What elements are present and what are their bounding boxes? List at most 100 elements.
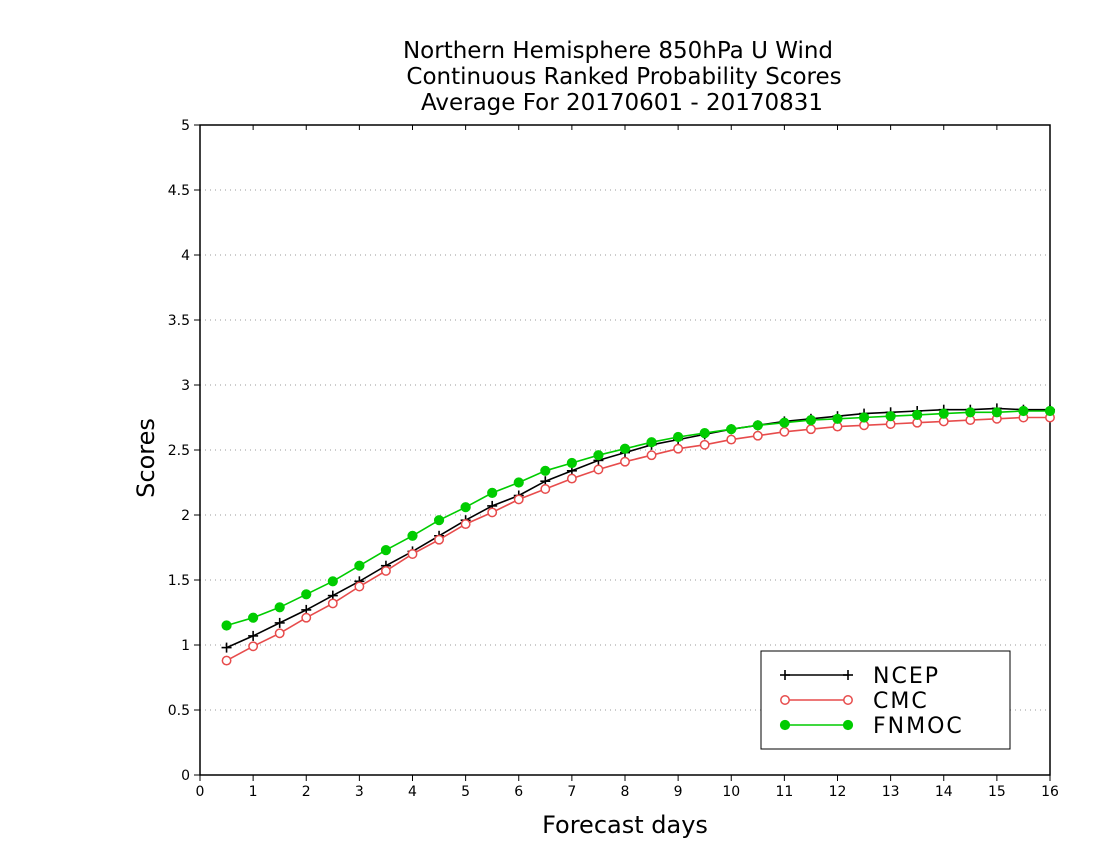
legend-entry-cmc: CMC bbox=[780, 689, 929, 714]
x-tick-label: 10 bbox=[722, 784, 740, 800]
chart-title: Northern Hemisphere 850hPa U Wind Contin… bbox=[403, 38, 842, 116]
data-point bbox=[726, 424, 737, 435]
data-point bbox=[1044, 405, 1056, 417]
x-tick-label: 1 bbox=[249, 784, 258, 800]
series-line bbox=[226, 407, 1050, 649]
data-point bbox=[699, 439, 710, 450]
data-point bbox=[752, 430, 763, 441]
data-point bbox=[380, 565, 391, 576]
data-point bbox=[354, 581, 365, 592]
data-point bbox=[673, 443, 684, 454]
data-point bbox=[513, 494, 524, 505]
data-point bbox=[912, 409, 923, 420]
y-tick-label: 3.5 bbox=[168, 313, 190, 329]
y-tick-label: 4 bbox=[181, 248, 190, 264]
data-point bbox=[460, 519, 471, 530]
data-point bbox=[540, 465, 551, 476]
data-point bbox=[221, 655, 232, 666]
legend-entry-ncep: NCEP bbox=[780, 664, 940, 689]
legend-label: CMC bbox=[873, 689, 929, 714]
data-point bbox=[301, 589, 312, 600]
title-line-1: Northern Hemisphere 850hPa U Wind bbox=[403, 38, 833, 64]
data-point bbox=[407, 530, 418, 541]
x-tick-label: 3 bbox=[355, 784, 364, 800]
x-tick-label: 0 bbox=[196, 784, 205, 800]
data-point bbox=[646, 437, 657, 448]
data-point bbox=[805, 424, 816, 435]
x-tick-label: 8 bbox=[621, 784, 630, 800]
data-point bbox=[566, 473, 577, 484]
data-point bbox=[842, 719, 854, 731]
x-tick-label: 4 bbox=[408, 784, 417, 800]
data-point bbox=[593, 450, 604, 461]
data-point bbox=[221, 620, 232, 631]
y-axis-label: Scores bbox=[132, 418, 160, 498]
x-tick-label: 14 bbox=[935, 784, 953, 800]
data-point bbox=[327, 576, 338, 587]
data-point bbox=[752, 420, 763, 431]
data-point bbox=[327, 598, 338, 609]
y-axis: 0 0.5 1 1.5 2 2.5 3 3.5 4 4.5 5 bbox=[168, 118, 200, 784]
data-point bbox=[620, 456, 630, 467]
y-tick-label: 2.5 bbox=[168, 443, 190, 459]
x-tick-label: 13 bbox=[882, 784, 900, 800]
y-tick-label: 5 bbox=[181, 118, 190, 134]
data-point bbox=[248, 612, 259, 623]
y-tick-label: 4.5 bbox=[168, 183, 190, 199]
series-line bbox=[226, 416, 1050, 662]
data-point bbox=[673, 431, 684, 443]
x-tick-label: 2 bbox=[302, 784, 311, 800]
legend-entry-fnmoc: FNMOC bbox=[779, 714, 964, 739]
data-point bbox=[593, 464, 604, 475]
data-point bbox=[885, 411, 896, 422]
x-axis-label: Forecast days bbox=[542, 811, 708, 839]
y-tick-label: 0 bbox=[181, 768, 190, 784]
x-tick-label: 9 bbox=[674, 784, 683, 800]
data-point bbox=[1018, 405, 1029, 417]
data-point bbox=[779, 426, 790, 437]
data-point bbox=[487, 507, 498, 518]
data-point bbox=[780, 695, 790, 705]
x-tick-label: 16 bbox=[1041, 784, 1059, 800]
data-point bbox=[779, 417, 790, 428]
data-point bbox=[433, 515, 445, 526]
series-ncep bbox=[221, 403, 1055, 653]
data-point bbox=[566, 457, 577, 469]
title-line-2: Continuous Ranked Probability Scores bbox=[406, 64, 841, 90]
data-point bbox=[248, 641, 259, 652]
x-tick-label: 12 bbox=[829, 784, 847, 800]
data-point bbox=[843, 695, 853, 705]
data-point bbox=[407, 549, 418, 559]
data-point bbox=[380, 545, 392, 556]
title-line-3: Average For 20170601 - 20170831 bbox=[421, 90, 823, 116]
y-tick-label: 0.5 bbox=[168, 703, 190, 719]
data-point bbox=[938, 408, 949, 419]
data-point bbox=[301, 612, 312, 623]
data-point bbox=[487, 487, 498, 498]
series-group bbox=[221, 403, 1056, 666]
data-point bbox=[699, 428, 710, 439]
y-tick-label: 2 bbox=[181, 508, 190, 524]
data-point bbox=[805, 415, 817, 426]
data-point bbox=[540, 484, 551, 494]
y-tick-label: 1 bbox=[181, 638, 190, 654]
data-point bbox=[858, 412, 870, 423]
data-point bbox=[460, 502, 471, 513]
data-point bbox=[832, 413, 843, 424]
series-cmc bbox=[221, 412, 1055, 666]
data-point bbox=[354, 560, 365, 571]
data-point bbox=[274, 628, 285, 639]
x-tick-label: 11 bbox=[775, 784, 793, 800]
data-point bbox=[991, 407, 1002, 418]
legend-label: NCEP bbox=[873, 664, 940, 689]
data-point bbox=[434, 534, 445, 545]
data-point bbox=[965, 407, 976, 418]
x-tick-label: 7 bbox=[567, 784, 576, 800]
data-point bbox=[274, 602, 285, 613]
data-point bbox=[779, 719, 791, 731]
legend-label: FNMOC bbox=[873, 714, 964, 739]
series-fnmoc bbox=[221, 405, 1056, 631]
x-tick-label: 6 bbox=[514, 784, 523, 800]
